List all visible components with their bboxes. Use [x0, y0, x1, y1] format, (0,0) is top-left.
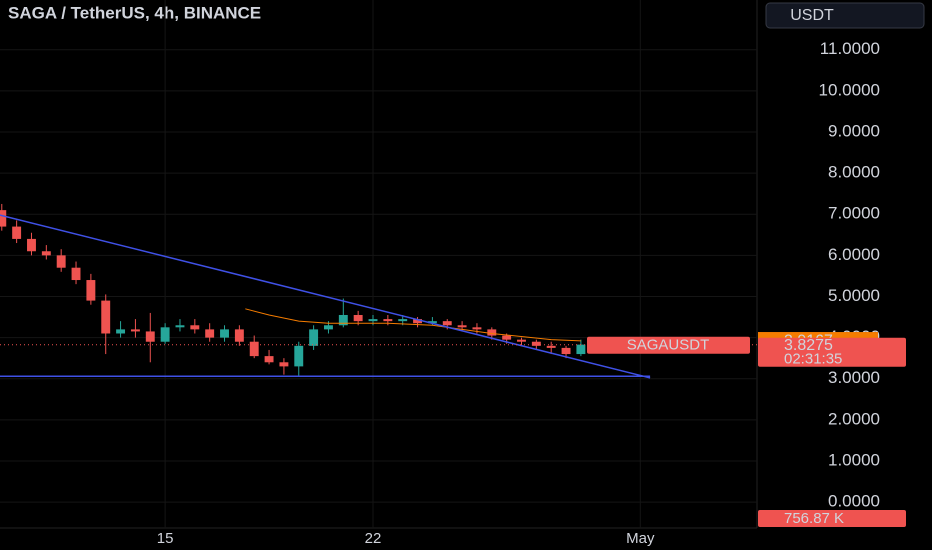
candle-body — [234, 329, 244, 342]
y-tick-label: 5.0000 — [828, 286, 880, 305]
candle-body — [160, 327, 170, 342]
symbol-tag — [587, 336, 750, 354]
candle-body — [427, 321, 437, 324]
currency-button[interactable] — [765, 2, 925, 29]
candle-body — [324, 325, 333, 330]
y-tick-label: 8.0000 — [828, 163, 880, 182]
candle-body — [205, 329, 215, 338]
candle-body — [502, 335, 512, 340]
candle-body — [279, 362, 289, 367]
candle-body — [561, 347, 571, 355]
moving-average — [245, 308, 581, 342]
candle-body — [130, 329, 140, 332]
candle-body — [338, 314, 348, 326]
candle-body — [368, 319, 378, 322]
trendline — [0, 214, 651, 379]
y-tick-label: 6.0000 — [828, 245, 880, 264]
candle-body — [413, 319, 423, 324]
candle-body — [457, 325, 467, 328]
candle-body — [116, 329, 126, 334]
candle-body — [86, 280, 96, 301]
candle-body — [264, 356, 274, 363]
candle-body — [175, 325, 185, 328]
x-tick-label: 22 — [365, 530, 382, 547]
candle-body — [27, 238, 36, 252]
candle-body — [383, 319, 393, 322]
candle-body — [220, 329, 229, 338]
chart-title: SAGA / TetherUS, 4h, BINANCE — [8, 3, 261, 22]
symbol-tag-label: SAGAUSDT — [627, 337, 710, 354]
candle-body — [101, 300, 111, 334]
candle-body — [353, 314, 363, 322]
y-tick-label: 7.0000 — [828, 204, 880, 223]
candle-body — [487, 329, 497, 336]
candle-body — [309, 329, 319, 346]
y-tick-label: 11.0000 — [820, 39, 880, 58]
y-tick-label: 2.0000 — [828, 409, 880, 428]
volume-tag — [758, 510, 906, 527]
y-tick-label: 0.0000 — [828, 492, 880, 511]
candle-body — [56, 255, 66, 268]
candle-body — [531, 341, 541, 346]
y-tick-label: 10.0000 — [819, 80, 880, 99]
candle-body — [517, 339, 526, 342]
candle-body — [0, 210, 7, 227]
candle-body — [190, 325, 200, 330]
countdown-label: 02:31:35 — [784, 351, 842, 368]
candle-body — [249, 341, 259, 357]
x-tick-label: 15 — [157, 530, 174, 547]
candle-body — [546, 345, 556, 348]
candle-body — [71, 267, 81, 281]
candle-body — [442, 321, 452, 326]
y-tick-label: 1.0000 — [828, 450, 880, 469]
currency-button-label[interactable]: USDT — [790, 7, 834, 24]
candle-body — [576, 344, 586, 355]
price-tag-label: 3.8275 — [784, 337, 833, 354]
candle-body — [12, 226, 22, 239]
candle-body — [472, 327, 482, 330]
price-tag — [758, 337, 906, 367]
volume-tag-label: 756.87 K — [784, 510, 844, 527]
candle-body — [41, 251, 51, 256]
candle-body — [398, 319, 408, 322]
candle-body — [294, 345, 304, 367]
x-tick-label: May — [626, 530, 655, 547]
candle-body — [145, 331, 155, 342]
y-tick-label: 9.0000 — [828, 121, 880, 140]
y-tick-label: 3.0000 — [828, 368, 880, 387]
